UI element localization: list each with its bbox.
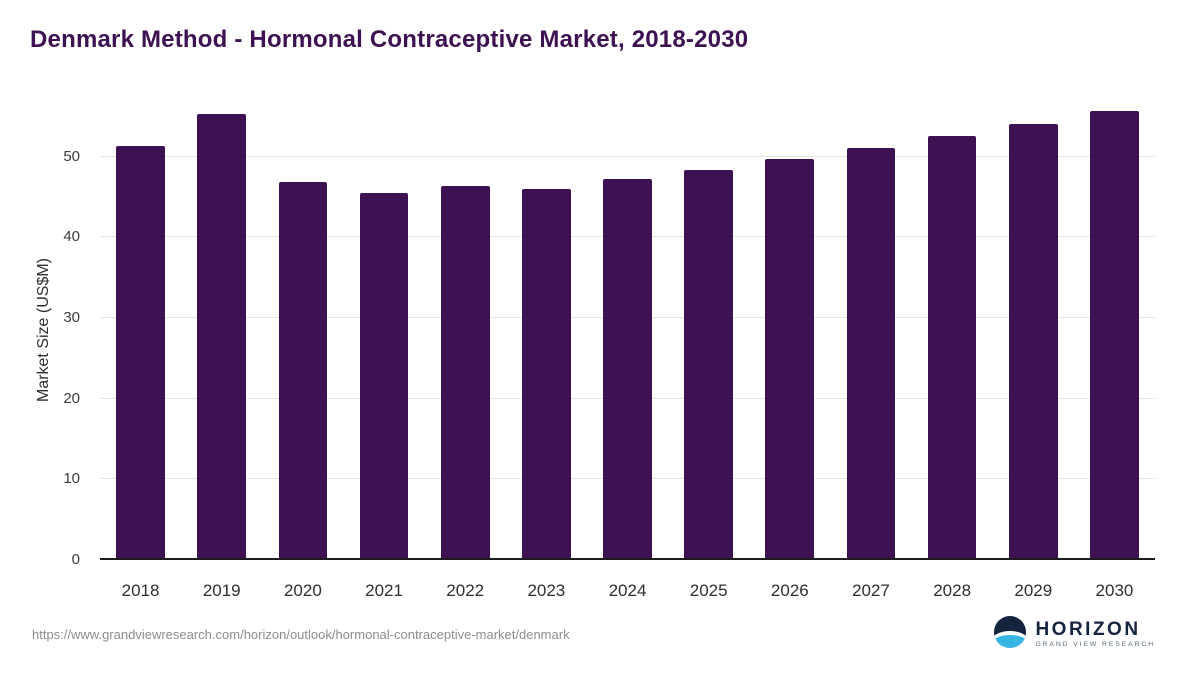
x-tick-label: 2025 bbox=[689, 581, 728, 600]
logo-text: HORIZON GRAND VIEW RESEARCH bbox=[1035, 620, 1155, 649]
x-tick-label: 2030 bbox=[1095, 581, 1134, 600]
bar-column bbox=[425, 100, 506, 560]
x-tick-label: 2024 bbox=[608, 581, 647, 600]
bar bbox=[1090, 111, 1139, 560]
x-tick-label: 2020 bbox=[283, 581, 322, 600]
bars bbox=[100, 100, 1155, 560]
x-tick-label: 2026 bbox=[770, 581, 809, 600]
bar bbox=[359, 192, 409, 560]
x-axis-labels: 2018 2019 2020 2021 2022 2023 2024 2025 2026 2027… bbox=[100, 573, 1155, 603]
x-tick-label: 2023 bbox=[527, 581, 566, 600]
bar-column bbox=[912, 100, 993, 560]
bar bbox=[684, 170, 734, 560]
horizon-globe-icon bbox=[994, 616, 1027, 653]
logo-subtitle: GRAND VIEW RESEARCH bbox=[1035, 641, 1155, 649]
bar bbox=[765, 158, 815, 560]
chart-title: Denmark Method - Hormonal Contraceptive … bbox=[30, 26, 749, 53]
y-tick-label: 40 bbox=[63, 228, 80, 246]
x-tick-label: 2028 bbox=[933, 581, 972, 600]
bar-column bbox=[587, 100, 668, 560]
footer: https://www.grandviewresearch.com/horizo… bbox=[32, 616, 1155, 653]
bar-column bbox=[993, 100, 1074, 560]
bar-column bbox=[100, 100, 181, 560]
y-tick-label: 20 bbox=[63, 389, 80, 407]
x-tick-label: 2018 bbox=[121, 581, 160, 600]
bar bbox=[846, 147, 896, 560]
horizon-logo: HORIZON GRAND VIEW RESEARCH bbox=[994, 616, 1155, 653]
x-tick-label: 2021 bbox=[365, 581, 403, 600]
y-tick-label: 50 bbox=[63, 147, 80, 165]
y-axis-ticks: 0 10 20 30 40 50 bbox=[0, 100, 90, 569]
x-tick-label: 2027 bbox=[852, 581, 890, 600]
gridline bbox=[100, 155, 1155, 157]
bar-column bbox=[181, 100, 262, 560]
plot-area bbox=[100, 100, 1155, 560]
y-tick-label: 10 bbox=[63, 470, 80, 488]
y-tick-label: 30 bbox=[63, 308, 80, 326]
bar-column bbox=[749, 100, 830, 560]
logo-title: HORIZON bbox=[1035, 619, 1141, 641]
x-tick-label: 2019 bbox=[202, 581, 241, 600]
bar bbox=[522, 188, 571, 560]
bar bbox=[197, 113, 247, 560]
bar-column bbox=[343, 100, 424, 560]
bar bbox=[927, 135, 977, 560]
x-tick-label: 2029 bbox=[1014, 581, 1053, 600]
bar bbox=[116, 146, 165, 560]
bar-column bbox=[262, 100, 343, 560]
x-tick-label: 2022 bbox=[446, 581, 485, 600]
bar bbox=[440, 185, 490, 560]
bar-column bbox=[830, 100, 911, 560]
bar bbox=[278, 182, 328, 560]
bar-column bbox=[1074, 100, 1155, 560]
y-tick-label: 0 bbox=[71, 551, 80, 568]
bar bbox=[603, 179, 652, 560]
source-url: https://www.grandviewresearch.com/horizo… bbox=[32, 627, 570, 642]
bar-column bbox=[668, 100, 749, 560]
bar bbox=[1008, 124, 1058, 560]
bar-column bbox=[506, 100, 587, 560]
